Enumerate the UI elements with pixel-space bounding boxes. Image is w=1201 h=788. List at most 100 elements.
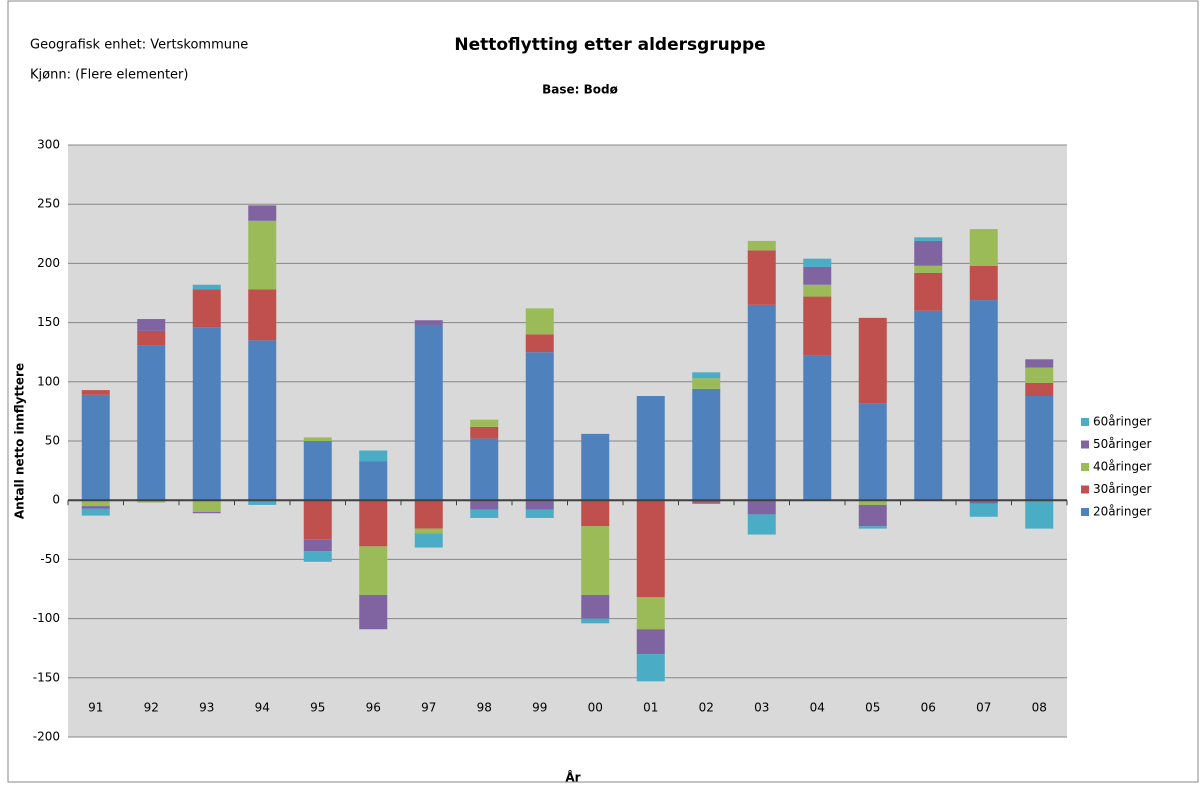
bar-segment: [1025, 500, 1054, 529]
bar-segment: [192, 512, 221, 514]
bar-segment: [359, 450, 388, 462]
x-tick-label: 95: [310, 701, 325, 715]
y-tick-label: 300: [37, 138, 60, 152]
bar-segment: [747, 304, 776, 501]
bar-segment: [914, 265, 943, 273]
y-tick-label: 0: [52, 493, 60, 507]
legend-label: 30åringer: [1093, 482, 1151, 496]
bar-segment: [359, 594, 388, 630]
x-tick-label: 01: [643, 701, 658, 715]
bar-segment: [747, 514, 776, 535]
x-tick-label: 96: [366, 701, 381, 715]
bar-segment: [914, 237, 943, 241]
bar-segment: [692, 378, 721, 389]
legend-label: 50åringer: [1093, 437, 1151, 451]
y-tick-label: 150: [37, 315, 60, 329]
bar-segment: [1025, 367, 1054, 383]
annotation: Geografisk enhet: Vertskommune: [30, 38, 248, 53]
bar-segment: [747, 500, 776, 515]
y-tick-label: -100: [33, 611, 60, 625]
chart-title: Nettoflytting etter aldersgruppe: [454, 35, 765, 55]
chart-subtitle: Base: Bodø: [542, 83, 618, 97]
x-tick-label: 05: [865, 701, 880, 715]
bar-segment: [636, 396, 665, 501]
bar-segment: [137, 319, 166, 331]
bar-segment: [581, 594, 610, 619]
bar-segment: [192, 284, 221, 290]
bar-segment: [248, 340, 277, 501]
bar-segment: [414, 324, 443, 501]
bar-segment: [525, 352, 554, 501]
bar-segment: [303, 551, 332, 562]
x-tick-label: 08: [1032, 701, 1047, 715]
bar-segment: [692, 502, 721, 504]
x-tick-label: 04: [810, 701, 825, 715]
bar-segment: [581, 433, 610, 501]
y-tick-label: -50: [40, 552, 60, 566]
bar-segment: [803, 258, 832, 267]
bar-segment: [636, 629, 665, 655]
bar-segment: [248, 220, 277, 290]
x-tick-label: 98: [477, 701, 492, 715]
bar-segment: [692, 388, 721, 501]
bar-segment: [470, 509, 499, 518]
bar-segment: [137, 345, 166, 501]
bar-segment: [303, 539, 332, 552]
bar-segment: [525, 308, 554, 335]
bar-segment: [525, 334, 554, 353]
bar-segment: [914, 240, 943, 266]
bar-segment: [81, 500, 110, 507]
x-tick-label: 94: [255, 701, 270, 715]
bar-segment: [969, 500, 998, 504]
bar-segment: [137, 330, 166, 346]
bar-segment: [470, 438, 499, 501]
bar-segment: [470, 419, 499, 427]
bar-segment: [858, 504, 887, 527]
x-tick-label: 07: [976, 701, 991, 715]
x-tick-label: 97: [421, 701, 436, 715]
bar-segment: [747, 240, 776, 251]
legend-label: 20åringer: [1093, 505, 1151, 519]
bar-segment: [858, 317, 887, 404]
bar-segment: [803, 266, 832, 285]
bar-segment: [969, 503, 998, 517]
bar-segment: [803, 355, 832, 501]
bar-segment: [858, 500, 887, 505]
bar-segment: [81, 506, 110, 509]
y-axis-label: Antall netto innflyttere: [13, 363, 27, 519]
bar-segment: [359, 500, 388, 547]
bar-segment: [581, 526, 610, 595]
bar-segment: [303, 500, 332, 540]
bar-segment: [1025, 396, 1054, 501]
x-tick-label: 91: [88, 701, 103, 715]
x-tick-label: 03: [754, 701, 769, 715]
bar-segment: [81, 394, 110, 501]
bar-segment: [359, 546, 388, 595]
x-tick-label: 00: [588, 701, 603, 715]
annotation: Kjønn: (Flere elementer): [30, 68, 188, 83]
bar-segment: [303, 437, 332, 441]
bar-segment: [692, 500, 721, 503]
bar-segment: [137, 500, 166, 503]
bar-segment: [470, 426, 499, 439]
bar-segment: [248, 500, 277, 505]
bar-segment: [192, 289, 221, 328]
bar-segment: [858, 526, 887, 529]
bar-segment: [581, 500, 610, 527]
legend-swatch: [1081, 440, 1089, 449]
bar-segment: [969, 265, 998, 301]
y-tick-label: 100: [37, 374, 60, 388]
x-tick-label: 92: [144, 701, 159, 715]
bar-segment: [636, 654, 665, 682]
bar-segment: [1025, 382, 1054, 397]
bar-segment: [192, 327, 221, 501]
bar-segment: [803, 284, 832, 297]
bar-segment: [470, 500, 499, 510]
bar-segment: [969, 300, 998, 501]
legend-swatch: [1081, 508, 1089, 516]
bar-segment: [414, 320, 443, 325]
x-axis-label: År: [565, 770, 580, 785]
bar-segment: [692, 372, 721, 379]
bar-segment: [581, 618, 610, 624]
